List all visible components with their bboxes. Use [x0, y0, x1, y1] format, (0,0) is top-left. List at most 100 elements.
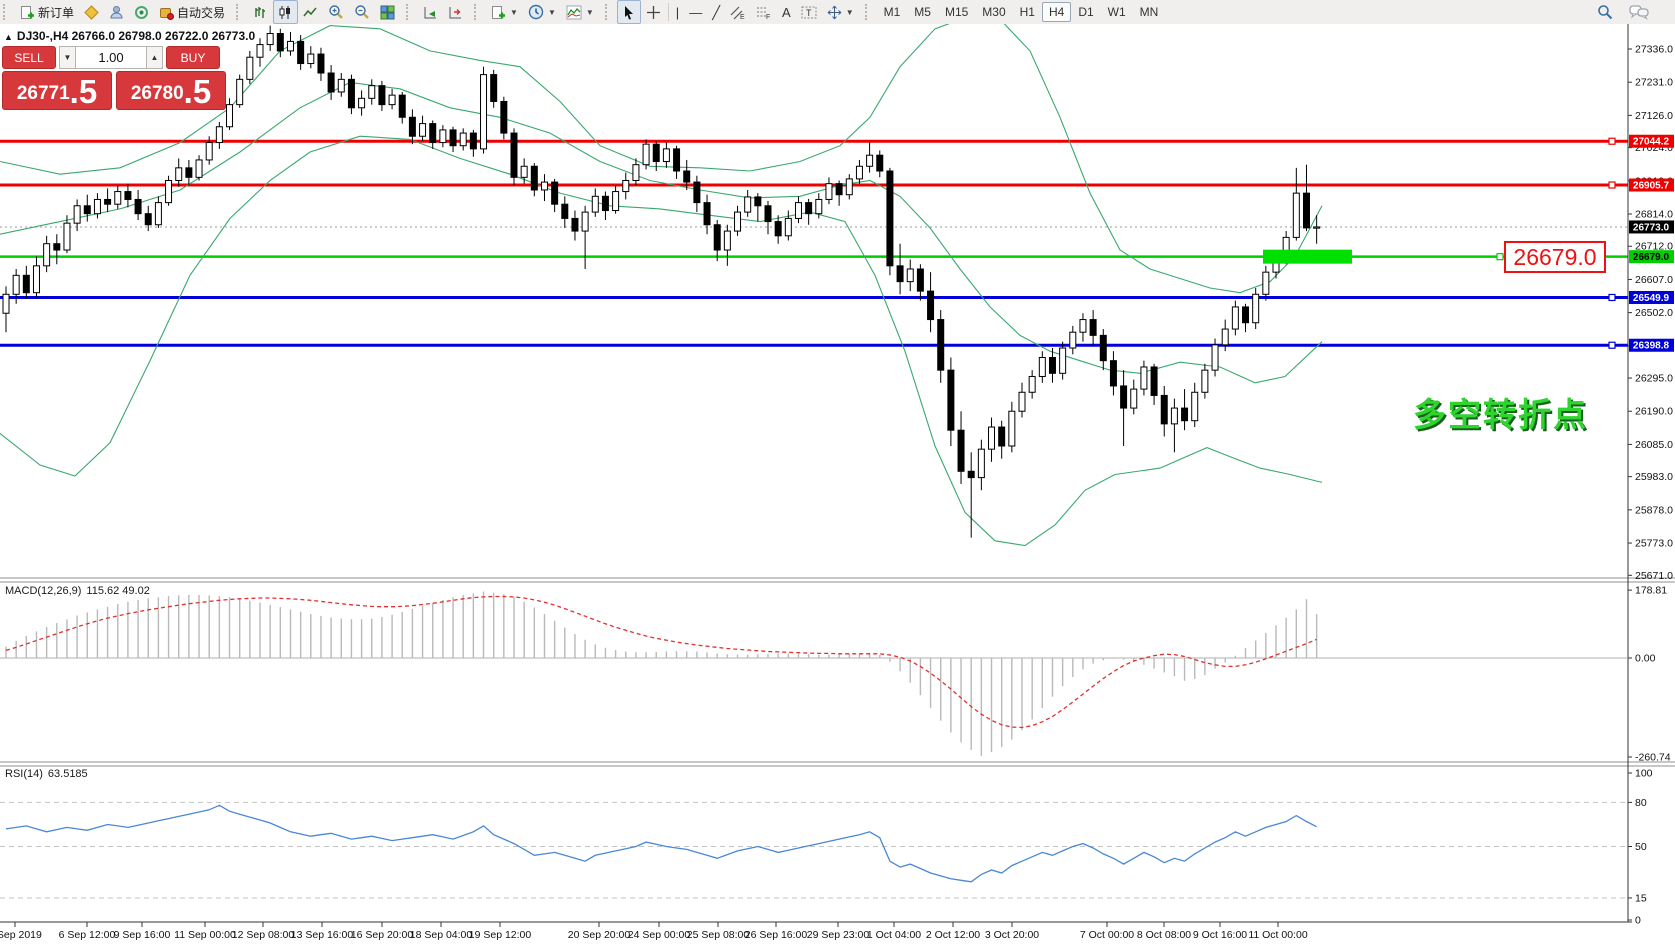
candle-body [1252, 293, 1260, 324]
rsi-scale-label: 100 [1635, 768, 1653, 780]
toolbar-drag-handle[interactable] [406, 4, 412, 20]
cursor-tool-button[interactable] [616, 0, 641, 24]
toolbar-drag-handle[interactable] [604, 4, 611, 20]
candle-body [988, 426, 996, 450]
price-tag [1629, 290, 1674, 304]
collapse-arrow-icon[interactable]: ▲ [4, 32, 13, 42]
level-lines-layer[interactable] [0, 139, 1628, 347]
time-axis-label: 19 Sep 12:00 [469, 929, 532, 941]
timeframe-button-H1[interactable]: H1 [1013, 2, 1042, 22]
chart-shift-button[interactable] [443, 0, 468, 24]
auto-scroll-button[interactable] [418, 0, 443, 24]
sell-price-display[interactable]: 26771.5 [2, 71, 112, 110]
price-tag [1629, 338, 1674, 352]
text-label-tool-button[interactable]: T [796, 0, 822, 24]
timeframe-button-MN[interactable]: MN [1133, 2, 1166, 22]
chat-icon[interactable] [1629, 4, 1649, 20]
text-tool-button[interactable]: A [777, 0, 796, 24]
signals-button[interactable] [129, 0, 154, 24]
zoom-out-icon [355, 5, 369, 19]
price-axis-label: 27231.0 [1635, 77, 1673, 89]
candlestick-chart-button[interactable] [273, 0, 299, 24]
macd-signal-line [5, 595, 1317, 729]
new-order-button[interactable]: 新订单 [15, 0, 79, 24]
price-callout-label[interactable]: 26679.0 [1504, 241, 1606, 273]
candle-body [317, 53, 325, 74]
timeframe-button-M5[interactable]: M5 [907, 2, 938, 22]
line-endpoint-marker[interactable] [1608, 293, 1616, 302]
candle-body [632, 164, 640, 181]
candle-body [459, 132, 467, 147]
fibonacci-tool-button[interactable]: F [751, 0, 777, 24]
top-toolbar: 新订单 自动交易 [0, 0, 1675, 25]
data-window-button[interactable] [104, 0, 129, 24]
line-endpoint-marker[interactable] [1608, 137, 1616, 145]
timeframe-button-W1[interactable]: W1 [1101, 2, 1133, 22]
toolbar-drag-handle[interactable] [3, 4, 9, 20]
candle-body [1120, 385, 1128, 409]
candle-body [723, 230, 731, 251]
autotrading-button[interactable]: 自动交易 [154, 0, 230, 24]
candle-body [886, 170, 894, 267]
sell-price-main: 26771 [16, 83, 70, 104]
time-axis-label: 20 Sep 20:00 [568, 929, 631, 941]
line-chart-icon [303, 7, 317, 16]
timeframe-button-M15[interactable]: M15 [938, 2, 975, 22]
timeframe-button-M30[interactable]: M30 [975, 2, 1012, 22]
bar-chart-button[interactable] [248, 0, 273, 24]
timeframe-button-M1[interactable]: M1 [877, 2, 908, 22]
tile-windows-button[interactable] [375, 0, 400, 24]
sell-button[interactable]: SELL [2, 45, 56, 69]
chart-canvas[interactable]: 27336.027231.027126.027024.026919.026814… [0, 24, 1675, 948]
candle-body [784, 217, 792, 237]
line-chart-button[interactable] [298, 0, 323, 24]
timeframe-button-D1[interactable]: D1 [1071, 2, 1100, 22]
price-axis-label: 26814.0 [1635, 208, 1673, 220]
line-endpoint-marker[interactable] [1608, 181, 1616, 189]
buy-button[interactable]: BUY [166, 45, 220, 69]
zoom-out-button[interactable] [349, 0, 375, 24]
indicators-button[interactable]: ▼ [561, 0, 599, 24]
candle-body [358, 97, 366, 109]
ohlc-values: 26766.0 26798.0 26722.0 26773.0 [71, 29, 256, 43]
price-axis[interactable]: 27336.027231.027126.027024.026919.026814… [1628, 44, 1673, 582]
zoom-in-button[interactable] [323, 0, 349, 24]
search-icon[interactable] [1597, 4, 1613, 20]
toolbar-drag-handle[interactable] [864, 4, 871, 20]
volume-increase-button[interactable]: ▲ [146, 45, 163, 69]
candle-body [408, 116, 416, 137]
candle-body [1302, 192, 1310, 229]
timeframe-button-H4[interactable]: H4 [1041, 2, 1072, 22]
line-endpoint-marker[interactable] [1496, 253, 1504, 261]
bollinger-lower-band [0, 135, 1323, 547]
channel-tool-button[interactable]: E [725, 0, 751, 24]
profiles-button[interactable]: ▼ [523, 0, 561, 24]
horizontal-line-tool-button[interactable]: — [684, 0, 707, 24]
vertical-line-tool-button[interactable]: | [671, 0, 684, 24]
candle-body [439, 129, 447, 144]
crosshair-tool-button[interactable] [641, 0, 666, 24]
bollinger-upper-band [0, 24, 1323, 294]
volume-decrease-button[interactable]: ▼ [59, 45, 76, 69]
chart-region[interactable]: 27336.027231.027126.027024.026919.026814… [0, 24, 1675, 948]
macd-pane: 178.81 0.00 -260.74 [0, 585, 1671, 763]
arrows-tool-button[interactable]: ▼ [822, 0, 859, 24]
trendline-tool-button[interactable]: ╱ [707, 0, 725, 24]
highlight-zone-rect[interactable] [1263, 249, 1352, 264]
candle-body [673, 148, 681, 172]
toolbar-drag-handle[interactable] [474, 4, 480, 20]
volume-input[interactable]: 1.00 [76, 45, 146, 69]
chart-shift-icon [449, 6, 462, 18]
time-axis-label: 7 Oct 00:00 [1080, 929, 1134, 941]
time-axis-label: 16 Sep 20:00 [351, 929, 414, 941]
candle-body [286, 40, 294, 52]
horizontal-line-icon: — [689, 4, 703, 20]
time-axis-label: 13 Sep 16:00 [291, 929, 354, 941]
market-watch-button[interactable] [79, 0, 104, 24]
new-chart-button[interactable]: ▼ [486, 0, 523, 24]
buy-price-display[interactable]: 26780.5 [116, 71, 226, 110]
toolbar-drag-handle[interactable] [236, 4, 242, 20]
candle-body [175, 167, 183, 181]
line-endpoint-marker[interactable] [1608, 341, 1616, 349]
